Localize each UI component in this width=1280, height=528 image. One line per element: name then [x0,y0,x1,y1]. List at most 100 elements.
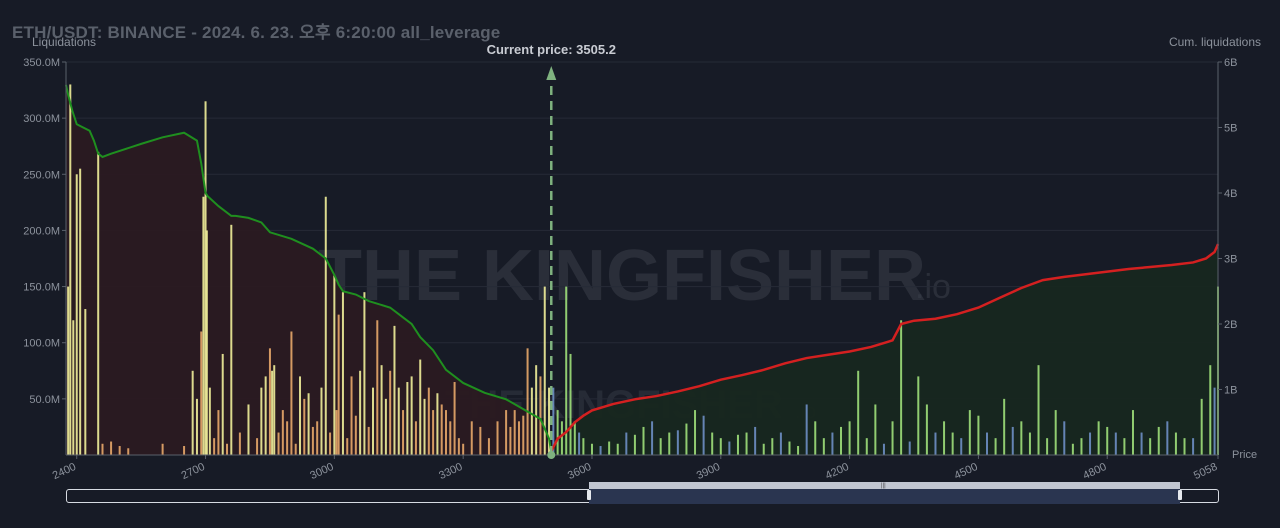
liq-bar-below-27 [256,438,259,455]
liq-bar-above-11 [616,443,619,455]
liq-bar-above-16 [659,438,662,455]
liq-bar-above-32 [797,446,800,455]
liq-bar-above-3 [565,286,568,455]
liq-bar-below-56 [371,387,374,455]
liq-bar-below-34 [281,410,284,455]
liq-bar-below-4 [79,168,82,455]
liq-bar-above-60 [1037,365,1040,455]
liq-bar-below-74 [449,421,452,455]
short-cum-line [65,84,553,452]
current-price-marker: Current price: 3505.2 [487,42,616,459]
liq-bar-above-71 [1131,410,1134,455]
liq-bar-above-57 [1011,426,1014,455]
liq-bar-above-42 [882,443,885,455]
liq-bar-above-81 [1213,387,1216,455]
liq-bar-below-90 [539,376,542,455]
liq-bar-below-66 [414,421,417,455]
right-tick-label: 3B [1224,254,1237,266]
liq-bar-above-22 [711,432,714,455]
liq-bar-above-49 [943,421,946,455]
liq-bar-below-35 [286,421,289,455]
right-tick-label: 4B [1224,188,1237,200]
liq-bar-above-64 [1071,443,1074,455]
x-tick-label: 4800 [1081,461,1108,482]
liq-bar-above-9 [599,446,602,455]
liq-bar-above-63 [1063,421,1066,455]
chart-title: ETH/USDT: BINANCE - 2024. 6. 23. 오후 6:20… [12,23,501,42]
liq-bar-below-41 [311,426,314,455]
liq-bar-above-72 [1140,432,1143,455]
liq-bar-below-77 [462,443,465,455]
range-slider-track[interactable]: ||| [66,482,1219,504]
liq-bar-below-22 [221,353,224,455]
liq-bar-below-62 [397,387,400,455]
liq-bar-below-54 [363,292,366,455]
x-tick-label: 2700 [180,461,207,482]
liq-bar-above-41 [874,404,877,455]
liq-bar-below-80 [487,438,490,455]
liq-bar-below-52 [354,415,357,455]
current-price-dot [547,451,556,459]
liq-bar-above-69 [1114,432,1117,455]
slider-right-handle[interactable] [1178,490,1182,500]
liq-bar-below-89 [535,365,538,455]
liq-bar-above-50 [951,432,954,455]
liq-bar-below-42 [316,421,319,455]
liq-bar-below-69 [427,387,430,455]
x-tick-label: 3000 [308,461,335,482]
liq-bar-above-59 [1028,432,1031,455]
liq-bar-above-54 [985,432,988,455]
liq-bar-above-51 [960,438,963,455]
liq-bar-above-75 [1166,421,1169,455]
liq-bar-above-47 [925,404,928,455]
liq-bar-below-83 [509,426,512,455]
liq-bar-above-23 [719,438,722,455]
liq-bar-below-72 [440,404,443,455]
slider-grip-icon[interactable]: ||| [881,483,886,489]
liq-bar-below-91 [543,286,546,455]
liq-bar-below-3 [75,174,78,456]
liq-bar-above-65 [1080,438,1083,455]
liq-bar-above-12 [625,432,628,455]
liq-bar-above-28 [762,443,765,455]
liq-bar-below-46 [333,275,336,455]
liq-bar-below-1 [69,84,72,455]
liq-bar-above-56 [1003,398,1006,455]
liq-bar-above-13 [633,434,636,455]
liq-bar-below-70 [432,410,435,455]
range-slider-selection[interactable]: ||| [587,482,1182,504]
liq-bar-above-4 [569,353,572,455]
liq-bar-above-55 [994,438,997,455]
cumulative-areas [66,84,1218,456]
liq-bar-above-30 [779,432,782,455]
liq-bar-below-81 [496,421,499,455]
liq-bar-below-92 [548,387,551,455]
liq-bar-above-2 [560,421,563,455]
liq-bar-above-33 [805,404,808,455]
liq-bar-below-28 [260,387,263,455]
liq-bar-below-49 [341,292,344,455]
slider-left-handle[interactable] [587,490,591,500]
liq-bar-above-66 [1089,432,1092,455]
left-tick-label: 150.0M [23,282,60,294]
liq-bar-above-14 [642,426,645,455]
liq-bar-above-74 [1157,426,1160,455]
liq-bar-below-20 [213,438,216,455]
liq-bar-above-43 [891,421,894,455]
liq-bar-below-71 [436,393,439,455]
liq-bar-above-21 [702,415,705,455]
liq-bar-above-48 [934,432,937,455]
right-tick-label: 2B [1224,319,1237,331]
liq-bar-below-88 [530,387,533,455]
liq-bar-below-36 [290,331,293,455]
watermark-text: THE KINGFISHER [318,236,926,316]
liq-bar-below-13 [191,370,194,455]
liq-bar-below-16 [202,196,205,455]
liq-bar-below-7 [101,443,104,455]
liq-bar-below-47 [335,410,338,455]
cumulative-lines [65,84,1220,453]
liq-bar-above-44 [900,320,903,455]
x-tick-label: 4200 [824,461,851,482]
range-slider-bar[interactable]: ||| [589,482,1180,489]
